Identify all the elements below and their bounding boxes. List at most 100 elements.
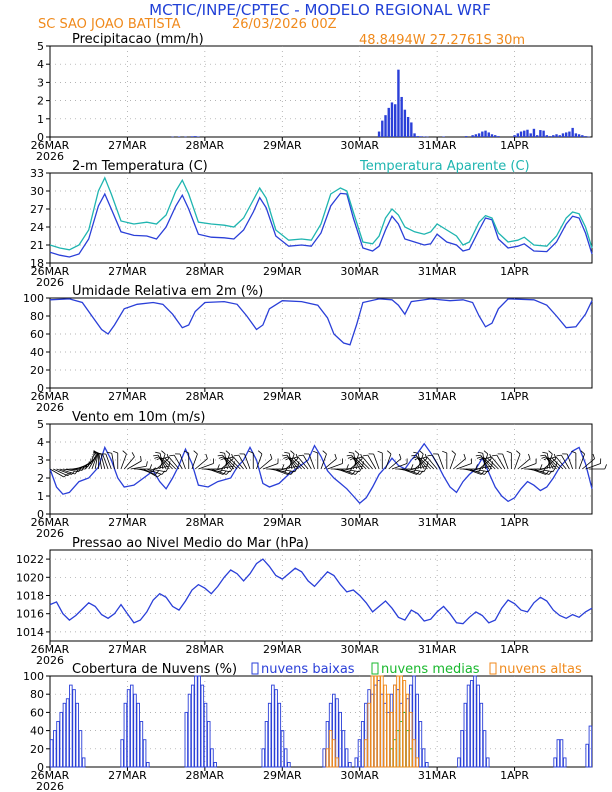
y-tick-label: 100 — [23, 670, 44, 683]
x-tick-label: 27MAR — [108, 390, 147, 403]
x-tick-label: 26MAR — [31, 265, 70, 278]
wind-barb — [546, 450, 553, 470]
barb-shaft — [323, 458, 337, 470]
wind-barb — [156, 457, 173, 470]
barb-shaft — [540, 465, 557, 470]
barb-flag — [248, 450, 254, 454]
cloud-bar — [200, 684, 205, 768]
x-tick-label: 31MAR — [418, 643, 457, 656]
barb-shaft — [94, 453, 99, 470]
x-tick-label: 28MAR — [186, 516, 225, 529]
wind-barb — [194, 453, 208, 470]
barb-shaft — [578, 453, 585, 470]
precip-bar — [516, 133, 519, 137]
wind-barb — [414, 453, 428, 470]
barb-shaft — [232, 456, 244, 470]
barb-flag — [546, 457, 552, 461]
barb-shaft — [472, 468, 489, 473]
barb-flag — [312, 450, 318, 454]
plot-frame — [49, 45, 593, 138]
wind-barb — [481, 450, 489, 470]
barb-shaft — [100, 453, 106, 470]
wind-barb — [85, 452, 97, 470]
cloud-bar — [559, 739, 564, 768]
wind-barb — [357, 456, 373, 470]
precip-bar — [377, 131, 381, 137]
wind-barb — [417, 457, 435, 470]
wind-barb — [408, 467, 427, 473]
wind-barb — [562, 453, 574, 470]
wind-barb — [427, 454, 441, 470]
precip-bar — [190, 136, 194, 137]
barb-shaft — [320, 453, 327, 470]
wind-barb — [349, 453, 363, 470]
x-tick-label: 27MAR — [108, 643, 147, 656]
precip-bar — [390, 102, 394, 137]
cloud-bar — [409, 711, 413, 768]
barb-flag — [463, 453, 466, 459]
barb-flag — [551, 456, 557, 459]
plot-frame — [49, 675, 593, 768]
wind-barb — [154, 456, 170, 470]
cloud-bar — [370, 675, 375, 768]
cloud-bar — [53, 730, 57, 768]
barb-shaft — [53, 468, 68, 477]
x-tick-label: 29MAR — [263, 390, 302, 403]
legend-label: nuvens medias — [381, 662, 480, 677]
precip-bar — [584, 136, 587, 137]
cloud-bar — [405, 693, 410, 768]
barb-shaft — [85, 456, 97, 470]
barb-flag — [93, 452, 97, 457]
x-tick-label: 30MAR — [340, 390, 379, 403]
barb-flag — [294, 467, 298, 472]
y-tick-label: 60 — [30, 328, 44, 341]
barb-flag — [218, 456, 224, 459]
precip-bar — [561, 133, 565, 137]
barb-shaft — [466, 468, 482, 475]
barb-shaft — [158, 456, 170, 470]
precip-bar — [400, 96, 403, 137]
cloud-bar — [585, 743, 589, 768]
precip-bar — [403, 109, 407, 137]
wind-barb — [127, 455, 142, 470]
precip-bar — [519, 131, 523, 137]
barb-flag — [604, 464, 607, 470]
cloud-bar — [344, 748, 349, 768]
y-tick-label: 21 — [30, 239, 44, 252]
barb-shaft — [98, 453, 103, 470]
barb-flag — [491, 454, 497, 457]
barb-flag — [413, 451, 419, 454]
barb-flag — [353, 457, 359, 461]
y-tick-label: 30 — [30, 185, 44, 198]
wind-barb — [130, 461, 148, 470]
barb-shaft — [297, 456, 309, 470]
wind-barb — [221, 457, 238, 470]
barb-flag — [231, 453, 234, 459]
barb-flag — [451, 450, 456, 455]
cloud-bar — [325, 748, 330, 768]
cloud-bar — [402, 680, 407, 768]
wind-barb — [49, 468, 69, 478]
barb-shaft — [130, 465, 147, 470]
barb-shaft — [336, 468, 353, 475]
cloud-bar — [261, 748, 266, 768]
wind-barb — [414, 457, 431, 470]
precip-bar — [494, 135, 497, 137]
barb-shaft — [408, 468, 424, 473]
barb-shaft — [437, 453, 444, 470]
y-tick-label: 60 — [30, 706, 44, 719]
x-tick-label: 28MAR — [186, 643, 225, 656]
barb-shaft — [520, 463, 537, 470]
wind-barb — [347, 456, 364, 470]
wind-barb — [112, 450, 119, 469]
x-tick-label: 30MAR — [340, 139, 379, 152]
wind-barb — [248, 450, 254, 469]
legend-swatch — [371, 662, 379, 675]
y-tick-label: 80 — [30, 688, 44, 701]
cloud-bar — [553, 757, 557, 768]
wind-barb — [546, 457, 564, 470]
barb-shaft — [496, 454, 506, 470]
cloud-bar — [373, 675, 378, 768]
barb-flag — [486, 456, 492, 459]
